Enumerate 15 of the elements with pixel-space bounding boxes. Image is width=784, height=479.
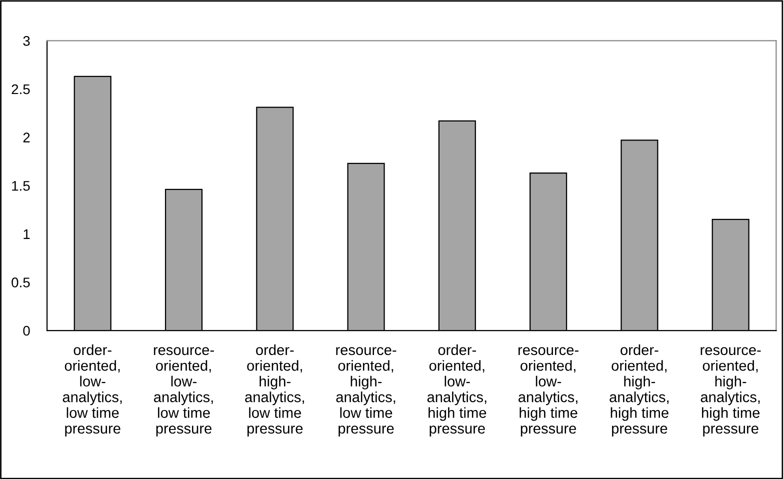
- x-tick-label: order- oriented, high- analytics, low time pressure: [245, 344, 304, 437]
- y-tick-label: 0: [23, 326, 30, 336]
- y-tick-label: 3: [23, 36, 30, 46]
- y-tick-label: 2.5: [12, 84, 30, 94]
- x-tick-label: resource- oriented, high- analytics, high time pressure: [700, 347, 761, 437]
- x-tick-label: order- oriented, low- analytics, high time pressure: [427, 344, 486, 437]
- x-tick-label: resource- oriented, high- analytics, low time pressure: [336, 347, 396, 437]
- x-tick-label: resource- oriented, low- analytics, low time pressure: [154, 347, 214, 437]
- y-tick-label: 0.5: [12, 278, 30, 288]
- y-tick-label: 2: [23, 132, 30, 142]
- y-tick-label: 1: [24, 229, 30, 239]
- y-tick-label: 1.5: [12, 181, 30, 191]
- x-tick-label: order- oriented, low- analytics, low time pressure: [62, 344, 122, 437]
- x-tick-label: resource- oriented, low- analytics, high time pressure: [518, 347, 578, 437]
- x-tick-label: order- oriented, high- analytics, high time pressure: [610, 344, 669, 437]
